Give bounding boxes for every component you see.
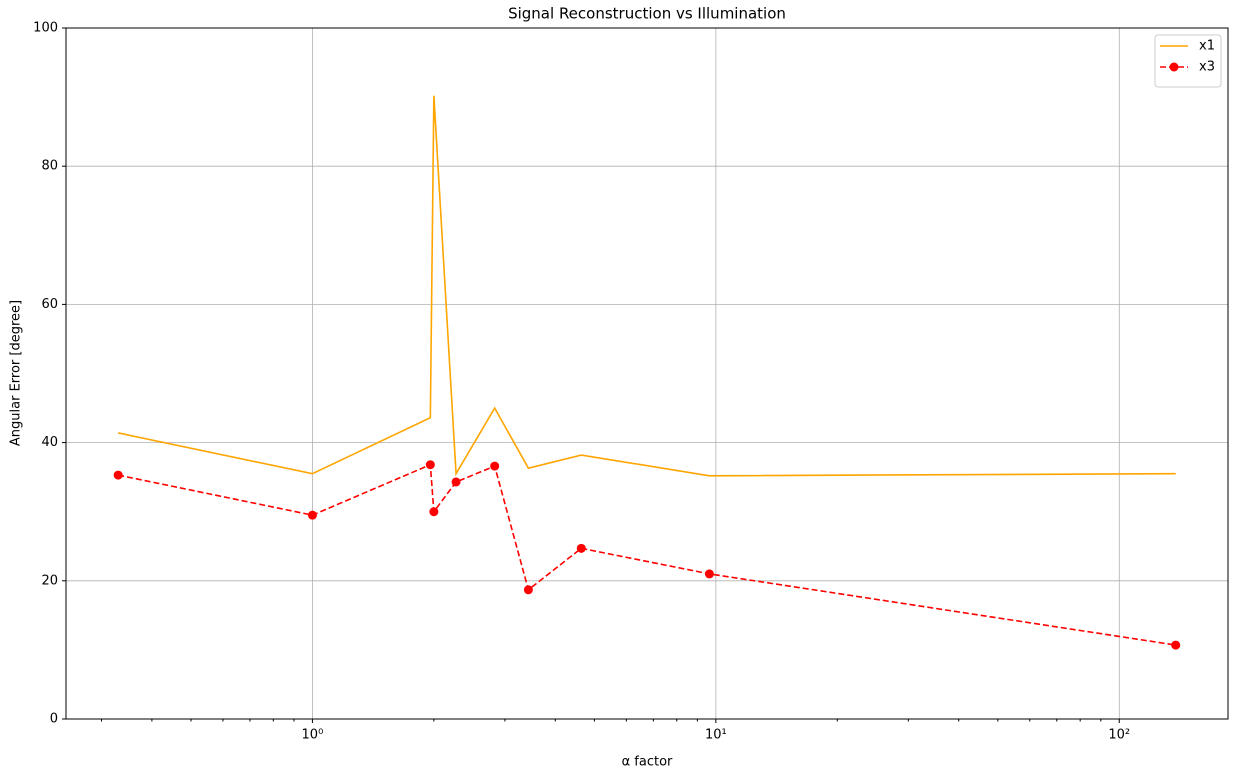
- y-axis-label: Angular Error [degree]: [9, 300, 24, 446]
- data-point: [704, 569, 714, 579]
- y-tick-label: 100: [33, 21, 58, 36]
- legend-label: x3: [1199, 60, 1215, 75]
- legend-label: x1: [1199, 39, 1215, 54]
- data-point: [113, 470, 123, 480]
- y-tick-label: 40: [41, 435, 58, 450]
- data-point: [429, 507, 439, 517]
- chart-title: Signal Reconstruction vs Illumination: [508, 5, 786, 23]
- data-point: [307, 510, 317, 520]
- legend-marker: [1169, 62, 1179, 72]
- y-tick-label: 80: [41, 159, 58, 174]
- legend-box: [1154, 34, 1222, 88]
- x-tick-label: 10²: [1108, 728, 1130, 743]
- data-point: [1171, 640, 1181, 650]
- x-tick-label: 10⁰: [302, 728, 324, 743]
- data-point: [523, 585, 533, 595]
- x-tick-label: 10¹: [705, 728, 727, 743]
- data-point: [425, 460, 435, 470]
- data-point: [490, 461, 500, 471]
- data-point: [451, 477, 461, 487]
- plot-frame: [65, 27, 1229, 720]
- data-point: [576, 543, 586, 553]
- y-tick-label: 0: [50, 712, 58, 727]
- x-axis-label: α factor: [622, 755, 673, 770]
- y-tick-label: 60: [41, 297, 58, 312]
- series-line: [118, 463, 1176, 646]
- series-line: [118, 95, 1176, 477]
- y-tick-label: 20: [41, 573, 58, 588]
